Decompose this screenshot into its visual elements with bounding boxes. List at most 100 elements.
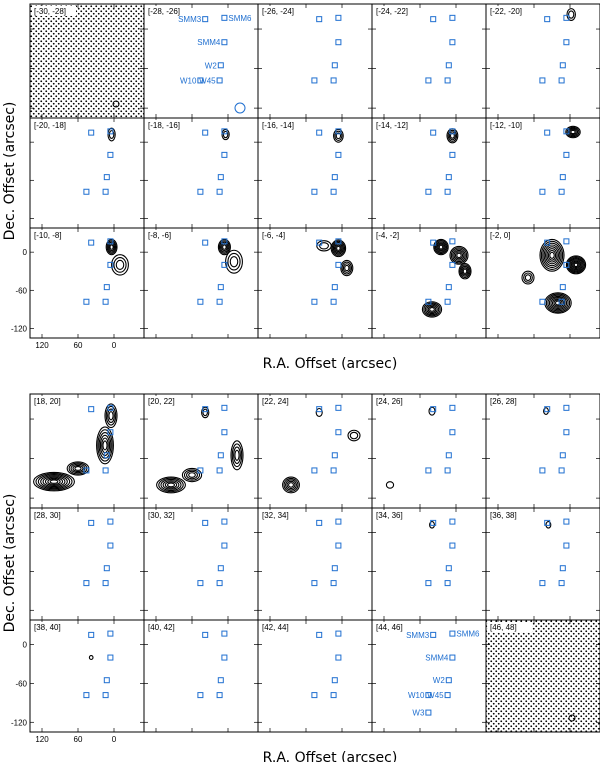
- panel-label-bg: [374, 396, 418, 406]
- panel-label-bg: [488, 120, 532, 130]
- emission-contour: [222, 244, 227, 250]
- panel-frame: [143, 227, 259, 339]
- panel-frame: [143, 507, 259, 621]
- channel-panel: [20, 22]: [143, 393, 259, 509]
- source-marker-smm6: [449, 630, 456, 637]
- panel-velocity-label: [24, 26]: [376, 397, 403, 406]
- source-marker-w45: [558, 188, 565, 195]
- source-marker-w45: [102, 298, 109, 305]
- x-tick-label: 120: [35, 341, 49, 350]
- emission-contour: [186, 470, 198, 480]
- emission-contour: [158, 477, 184, 493]
- panel-frame: [143, 619, 259, 733]
- emission-contour: [524, 274, 532, 281]
- emission-contour: [72, 464, 84, 473]
- source-label-smm3: SMM3: [406, 631, 430, 640]
- emission-contour: [521, 270, 535, 285]
- panel-frame: [257, 3, 373, 119]
- emission-contour: [335, 132, 342, 140]
- emission-contour: [74, 466, 82, 471]
- source-marker-w10: [311, 298, 318, 305]
- emission-contour: [340, 259, 354, 277]
- channel-panel: [-30, -28]: [29, 3, 145, 119]
- channel-panel: [30, 32]: [143, 507, 259, 621]
- emission-contour: [107, 241, 116, 253]
- source-marker-w2: [217, 452, 224, 459]
- panel-velocity-label: [-18, -16]: [148, 121, 180, 130]
- source-marker-smm6: [221, 518, 228, 525]
- channel-panel: [38, 40]: [29, 619, 145, 733]
- source-marker-smm6: [335, 518, 342, 525]
- source-label-smm6: SMM6: [228, 14, 252, 23]
- source-marker-w45: [330, 580, 337, 587]
- emission-contour: [547, 249, 557, 261]
- source-marker-smm6: [335, 14, 342, 21]
- source-marker-smm3: [316, 129, 323, 136]
- source-marker-smm3: [88, 239, 95, 246]
- panel-frame: [257, 619, 373, 733]
- emission-contour: [461, 267, 469, 276]
- emission-contour: [347, 429, 361, 442]
- panel-label-bg: [488, 230, 532, 240]
- source-marker-smm3: [430, 129, 437, 136]
- emission-contour: [230, 440, 244, 471]
- source-marker-w45: [216, 467, 223, 474]
- panel-velocity-label: [-28, -26]: [148, 7, 180, 16]
- emission-contour: [572, 261, 580, 269]
- emission-contour: [553, 299, 563, 307]
- source-marker-smm3: [544, 519, 551, 526]
- panel-velocity-label: [40, 42]: [148, 623, 175, 632]
- panel-velocity-label: [20, 22]: [148, 397, 175, 406]
- source-marker-smm4: [107, 261, 114, 268]
- source-marker-w2: [559, 452, 566, 459]
- emission-contour: [545, 246, 559, 265]
- emission-contour: [433, 238, 449, 256]
- source-marker-smm3: [202, 519, 209, 526]
- emission-contour: [105, 238, 118, 256]
- source-marker-smm3: [430, 406, 437, 413]
- emission-contour: [42, 476, 66, 488]
- source-marker-smm4: [221, 261, 228, 268]
- panel-velocity-label: [-14, -12]: [376, 121, 408, 130]
- source-marker-smm3: [202, 239, 209, 246]
- source-marker-w10: [197, 77, 204, 84]
- source-marker-w10: [539, 188, 546, 195]
- emission-contour: [434, 240, 448, 255]
- y-axis-title: Dec. Offset (arcsec): [2, 102, 18, 241]
- x-tick-label: 0: [112, 341, 117, 350]
- panel-label-bg: [488, 510, 532, 520]
- source-marker-smm6: [335, 128, 342, 135]
- source-marker-smm3: [88, 631, 95, 638]
- x-tick-label: 60: [74, 341, 83, 350]
- emission-contour: [566, 256, 586, 274]
- source-marker-w10: [311, 467, 318, 474]
- emission-contour: [438, 244, 444, 250]
- source-marker-smm3: [202, 631, 209, 638]
- source-label-w2: W2: [433, 676, 446, 685]
- source-marker-w2: [103, 452, 110, 459]
- emission-contour: [456, 252, 462, 259]
- panel-frame: [29, 507, 145, 621]
- source-marker-smm6: [221, 238, 228, 245]
- y-tick-label: 0: [23, 641, 28, 650]
- channel-panel: [-2, 0]: [485, 227, 600, 339]
- emission-contour: [331, 240, 346, 256]
- source-marker-smm4: [335, 151, 342, 158]
- emission-contour: [222, 130, 229, 139]
- source-marker-smm3: [202, 16, 209, 23]
- emission-contour: [421, 301, 443, 318]
- source-marker-smm6: [335, 404, 342, 411]
- channel-panel: [-22, -20]: [485, 3, 600, 119]
- emission-contour: [286, 480, 296, 490]
- source-marker-smm4: [563, 261, 570, 268]
- emission-contour: [550, 297, 566, 310]
- emission-contour: [566, 126, 580, 138]
- source-marker-smm4: [221, 542, 228, 549]
- source-marker-smm4: [563, 429, 570, 436]
- panel-label-bg: [32, 510, 76, 520]
- panel-velocity-label: [-2, 0]: [490, 231, 510, 240]
- emission-contour: [202, 408, 208, 417]
- source-marker-w10: [425, 77, 432, 84]
